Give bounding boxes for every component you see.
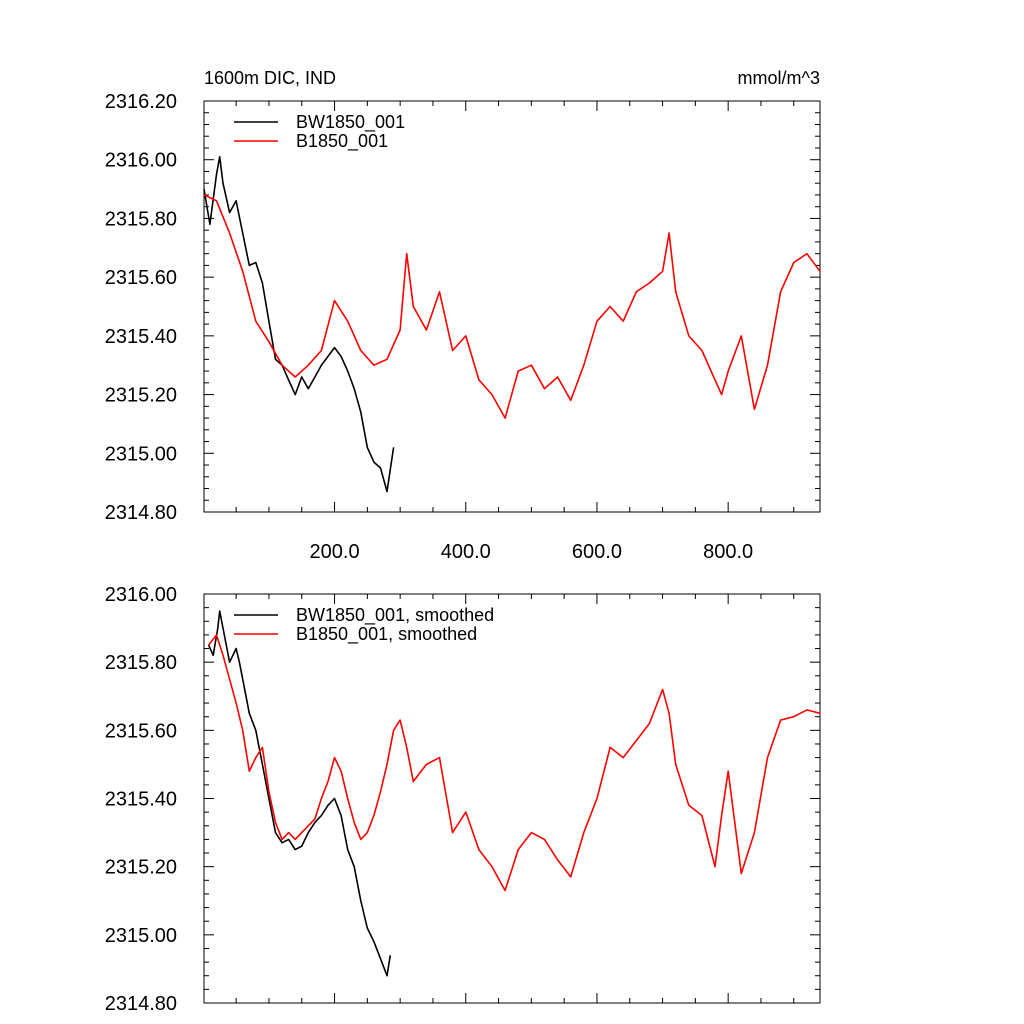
y-tick-label: 2315.00	[105, 925, 177, 947]
y-tick-label: 2315.40	[105, 326, 177, 348]
y-tick-label: 2315.80	[105, 652, 177, 674]
y-tick-label: 2315.40	[105, 789, 177, 811]
y-tick-label: 2316.00	[105, 150, 177, 172]
y-tick-label: 2315.80	[105, 208, 177, 230]
bottom-panel: 2314.80 2315.00 2315.20 2315.40 2315.60 2315.…	[105, 584, 821, 1015]
x-tick-label: 200.0	[310, 541, 360, 563]
series-line-bw1850	[203, 156, 395, 493]
series-line-b1850	[203, 194, 821, 419]
y-tick-label: 2314.80	[105, 502, 177, 524]
legend-label: BW1850_001	[296, 112, 405, 133]
y-tick-label: 2315.60	[105, 267, 177, 289]
top-panel: 1600m DIC, IND mmol/m^3 2314.80 2315.00 23…	[105, 68, 821, 563]
legend-label: BW1850_001, smoothed	[296, 605, 494, 626]
legend-label: B1850_001, smoothed	[296, 624, 477, 645]
y-tick-label: 2315.00	[105, 443, 177, 465]
y-tick-label: 2316.00	[105, 584, 177, 606]
y-tick-label: 2315.20	[105, 857, 177, 879]
y-tick-label: 2316.20	[105, 91, 177, 113]
y-tick-label: 2315.20	[105, 385, 177, 407]
x-tick-label: 600.0	[572, 541, 622, 563]
top-panel-title: 1600m DIC, IND	[204, 68, 336, 88]
x-tick-label: 800.0	[703, 541, 753, 563]
series-line-b1850	[207, 634, 821, 892]
top-panel-units: mmol/m^3	[738, 68, 820, 88]
plot-frame	[203, 593, 821, 1004]
y-tick-label: 2315.60	[105, 720, 177, 742]
y-tick-label: 2314.80	[105, 993, 177, 1015]
x-tick-label: 400.0	[441, 541, 491, 563]
legend-label: B1850_001	[296, 131, 388, 152]
series-line-bw1850	[207, 610, 392, 977]
plot-frame	[203, 100, 821, 513]
